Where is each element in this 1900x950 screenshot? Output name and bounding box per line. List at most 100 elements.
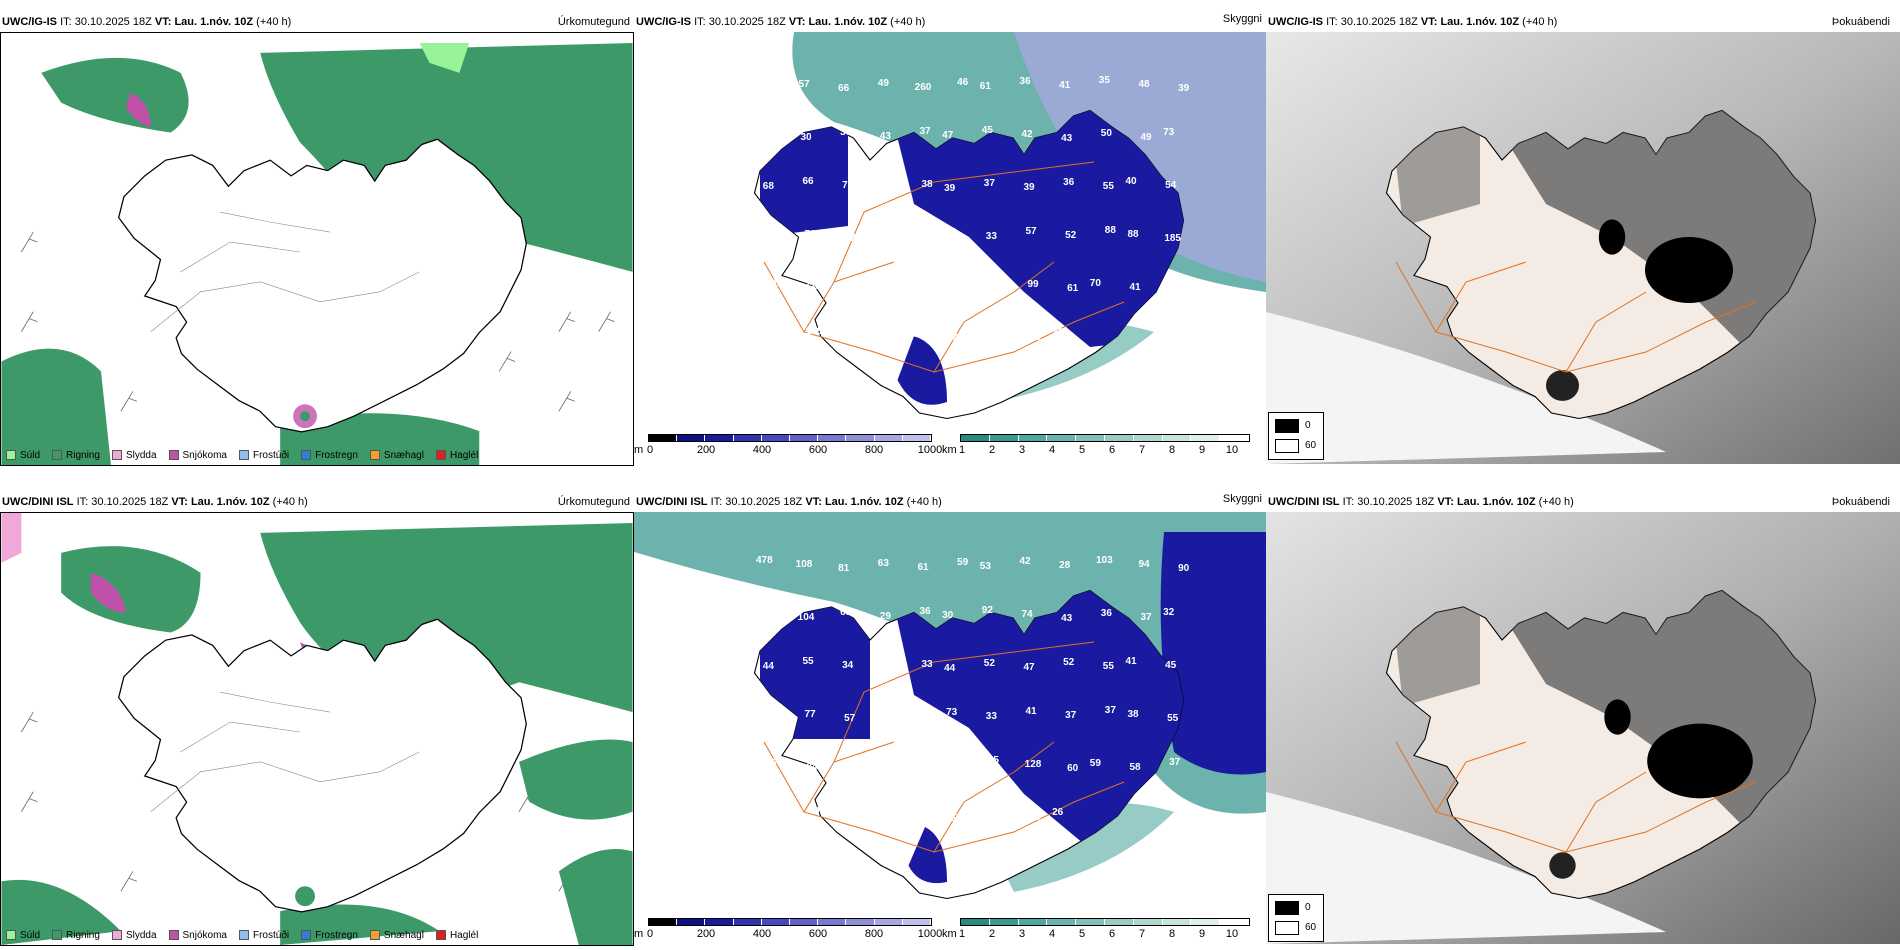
ceiling-value: 47 — [846, 277, 858, 288]
ceiling-value: 60 — [1067, 763, 1079, 774]
visibility-colorbar: km 1 2 3 4 5 6 7 8 9 10 — [942, 434, 1252, 456]
panel-header: UWC/IG-IS IT: 30.10.2025 18Z VT: Lau. 1.… — [634, 14, 1266, 30]
ceiling-value: 23 — [1052, 327, 1064, 338]
row2-precip-panel: UWC/DINI ISL IT: 30.10.2025 18Z VT: Lau.… — [0, 494, 634, 946]
ceiling-value: 33 — [921, 659, 933, 670]
ceiling-value: 41 — [769, 811, 781, 822]
ceiling-value: 30 — [840, 127, 852, 138]
legend-item: Frostregn — [301, 448, 358, 462]
ceiling-value: 71 — [869, 281, 881, 292]
ceiling-value: 40 — [1125, 176, 1137, 187]
ceiling-value: 44 — [944, 663, 956, 674]
ceiling-value: 73 — [946, 707, 958, 718]
ceiling-value: 37 — [984, 178, 996, 189]
panel-header: UWC/DINI ISL IT: 30.10.2025 18Z VT: Lau.… — [0, 494, 634, 510]
panel-title: Þokuábendi — [1831, 496, 1890, 508]
legend-item: Frostúði — [238, 928, 289, 942]
ceiling-value: 55 — [1103, 661, 1115, 672]
ceiling-value: 41 — [1025, 706, 1037, 717]
ceiling-value: 52 — [984, 658, 996, 669]
ceiling-value: 108 — [806, 326, 823, 337]
ceiling-value: 39 — [1023, 182, 1035, 193]
ceiling-value: 71 — [946, 227, 958, 238]
ceiling-value: 88 — [848, 810, 860, 821]
ceiling-value: 36 — [919, 606, 931, 617]
visibility-colorbar: km 1 2 3 4 5 6 7 8 9 10 — [942, 918, 1252, 940]
ceiling-value: 70 — [1090, 278, 1102, 289]
ceiling-value: 47 — [1023, 662, 1035, 673]
row1-precip-panel: UWC/IG-IS IT: 30.10.2025 18Z VT: Lau. 1.… — [0, 14, 634, 466]
ceiling-value: 93 — [869, 761, 881, 772]
ceiling-value: 49 — [878, 78, 890, 89]
ceiling-value: 54 — [1165, 180, 1177, 191]
ceiling-value: 77 — [844, 233, 856, 244]
ceiling-value: 70 — [842, 180, 854, 191]
ceiling-value: 55 — [802, 656, 814, 667]
ceiling-value: 283 — [908, 329, 925, 340]
ceiling-value: 37 — [1105, 705, 1117, 716]
ceiling-value: 66 — [838, 83, 850, 94]
ceiling-value: 125 — [758, 608, 775, 619]
panel-title: Skyggni — [1222, 494, 1262, 505]
panel-header: UWC/IG-IS IT: 30.10.2025 18Z VT: Lau. 1.… — [1266, 14, 1900, 30]
model-name: UWC/IG-IS — [2, 16, 57, 28]
ceiling-value: 73 — [988, 275, 1000, 286]
ceiling-value: 67 — [948, 280, 960, 291]
fog-legend: 0 60 — [1268, 412, 1324, 460]
legend-item: Slydda — [111, 448, 157, 462]
ceiling-value: 99 — [1027, 279, 1039, 290]
ceiling-value: 49 — [1140, 132, 1152, 143]
roads — [150, 211, 420, 332]
ceiling-value: 65 — [908, 276, 920, 287]
ceiling-value: 63 — [878, 558, 890, 569]
legend-item: Snjókoma — [168, 448, 227, 462]
ceiling-value: 65 — [906, 712, 918, 723]
ceiling-value: 260 — [915, 82, 932, 93]
ceiling-value: 90 — [1178, 563, 1190, 574]
ceiling-value: 128 — [1025, 759, 1042, 770]
legend-item: Snjókoma — [168, 928, 227, 942]
ceiling-value: 47 — [942, 130, 954, 141]
ceiling-value: 61 — [917, 562, 929, 573]
ceiling-visibility-map: 478 108 81 63 61 59 53 42 28 103 94 90 125 104 63 29 36 3… — [634, 512, 1266, 924]
ceiling-value: 42 — [1019, 556, 1031, 567]
ceiling-value: 94 — [1138, 559, 1150, 570]
height-colorbar: m 0 200 400 600 800 1000 — [634, 434, 942, 456]
ceiling-value: 34 — [842, 660, 854, 671]
ceiling-value: 28 — [1059, 560, 1071, 571]
ceiling-value: 42 — [882, 175, 894, 186]
ceiling-value: 37 — [767, 758, 779, 769]
it-value: 30.10.2025 18Z — [74, 16, 152, 28]
ceiling-value: 46 — [957, 77, 969, 88]
ceiling-value: 71 — [884, 228, 896, 239]
ceiling-value: 243 — [947, 333, 964, 344]
ceiling-value: 55 — [1167, 713, 1179, 724]
ceiling-value: 30 — [800, 132, 812, 143]
ceiling-value: 43 — [1061, 133, 1073, 144]
ceiling-value: 39 — [944, 183, 956, 194]
row2-fog-panel: UWC/DINI ISL IT: 30.10.2025 18Z VT: Lau.… — [1266, 494, 1900, 946]
ceiling-value: 46 — [871, 325, 883, 336]
ceiling-value: 45 — [1165, 660, 1177, 671]
ceiling-value: 26 — [1052, 807, 1064, 818]
height-colorbar: m 0 200 400 600 800 1000 — [634, 918, 942, 940]
ceiling-value: 104 — [798, 612, 815, 623]
ceiling-value: 67 — [846, 757, 858, 768]
ceiling-value: 54 — [765, 705, 777, 716]
roads — [763, 161, 1125, 373]
ceiling-value: 29 — [880, 611, 892, 622]
ceiling-value: 35 — [1099, 75, 1111, 86]
ceiling-value: 52 — [1065, 230, 1077, 241]
ceiling-value: 59 — [957, 557, 969, 568]
ceiling-value: 30 — [942, 610, 954, 621]
ceiling-value: 54 — [848, 330, 860, 341]
ceiling-value: 81 — [838, 563, 850, 574]
ceiling-value: 32 — [1163, 607, 1175, 618]
ceiling-value: 92 — [982, 605, 994, 616]
legend-item: Slydda — [111, 928, 157, 942]
ceiling-value: 43 — [1061, 613, 1073, 624]
ceiling-value: 37 — [1169, 757, 1181, 768]
legend-item: Haglél — [435, 448, 478, 462]
ceiling-value: 48 — [1138, 79, 1150, 90]
ceiling-value: 185 — [1164, 233, 1181, 244]
